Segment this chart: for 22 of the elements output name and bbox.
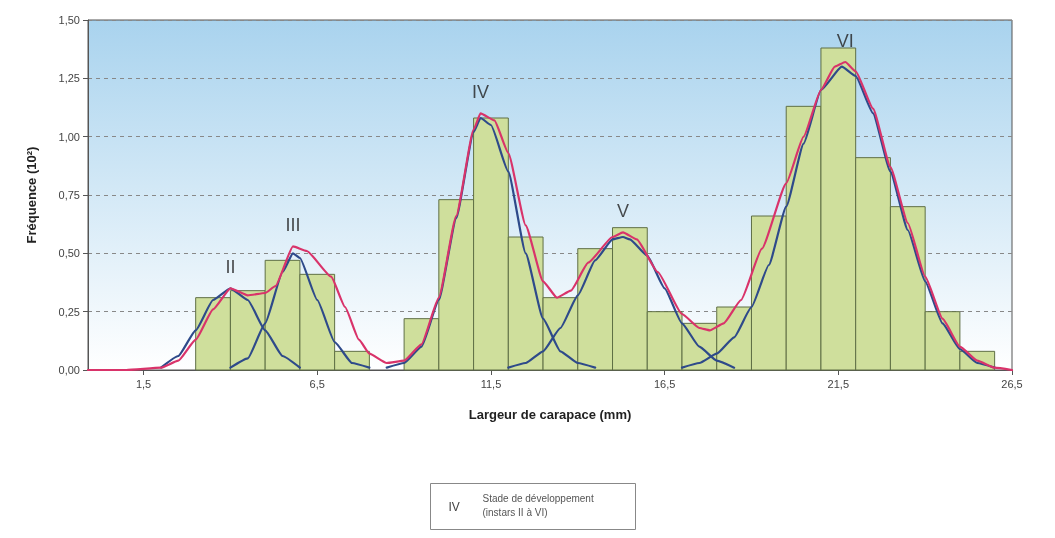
y-tick-label: 1,00	[58, 130, 80, 143]
text: Stade de développement (instars II à VI)	[482, 493, 597, 518]
annotation: VI	[836, 31, 854, 51]
x-tick-label: 16,5	[653, 377, 676, 390]
y-axis-title: Fréquence (10²)	[24, 146, 39, 244]
y-tick-label: 0,00	[58, 364, 80, 376]
annotation: IV	[472, 82, 490, 103]
y-tick-label: 0,75	[58, 189, 80, 201]
x-tick-label: 6,5	[309, 377, 325, 390]
x-axis-title: Largeur de carapace (mm)	[468, 407, 632, 422]
y-tick-label: 1,50	[58, 14, 80, 26]
x-tick-label: 1,5	[135, 377, 152, 390]
x-tick-label: 11,5	[480, 377, 502, 390]
annotation: II	[225, 257, 236, 278]
x-tick-label: 21,5	[827, 377, 850, 390]
y-tick-label: 0,50	[58, 247, 80, 260]
y-tick-label: 1,25	[58, 72, 80, 85]
text: IV	[448, 499, 460, 514]
annotation: V	[616, 201, 629, 222]
y-tick-label: 0,25	[58, 305, 80, 318]
x-tick-label: 26,5	[1001, 377, 1023, 390]
annotation: III	[285, 215, 301, 236]
